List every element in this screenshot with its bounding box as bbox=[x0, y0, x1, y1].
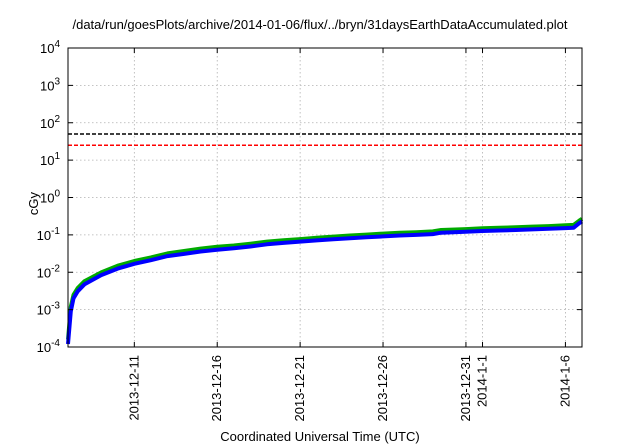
y-axis-ticks: 10-4 10-3 10-2 10-1 100 101 102 103 104 bbox=[37, 39, 582, 355]
y-tick-label: 104 bbox=[40, 39, 60, 56]
grid bbox=[68, 48, 582, 347]
y-tick-label: 103 bbox=[40, 76, 60, 93]
x-axis-ticks: 2013-12-11 2013-12-16 2013-12-21 2013-12-26… bbox=[126, 48, 572, 422]
y-tick-label: 102 bbox=[40, 114, 60, 131]
x-tick-label: 2013-12-16 bbox=[209, 355, 224, 422]
reference-lines bbox=[68, 133, 582, 147]
y-tick-label: 10-4 bbox=[37, 338, 61, 355]
x-tick-label: 2013-12-26 bbox=[375, 355, 390, 422]
x-tick-label: 2013-12-21 bbox=[292, 355, 307, 422]
series-line bbox=[66, 219, 584, 345]
y-tick-label: 10-1 bbox=[37, 226, 61, 243]
x-tick-label: 2014-1-6 bbox=[557, 355, 572, 407]
y-tick-label: 101 bbox=[40, 151, 60, 168]
x-axis-label: Coordinated Universal Time (UTC) bbox=[220, 429, 420, 444]
y-tick-label: 100 bbox=[40, 189, 60, 206]
x-tick-label: 2013-12-31 bbox=[458, 355, 473, 422]
y-tick-label: 10-2 bbox=[37, 263, 61, 280]
chart-title: /data/run/goesPlots/archive/2014-01-06/f… bbox=[72, 17, 568, 32]
y-tick-label: 10-3 bbox=[37, 301, 61, 318]
x-tick-label: 2014-1-1 bbox=[475, 355, 490, 407]
series-line bbox=[66, 217, 584, 340]
x-tick-label: 2013-12-11 bbox=[126, 355, 141, 421]
data-series bbox=[66, 217, 584, 345]
